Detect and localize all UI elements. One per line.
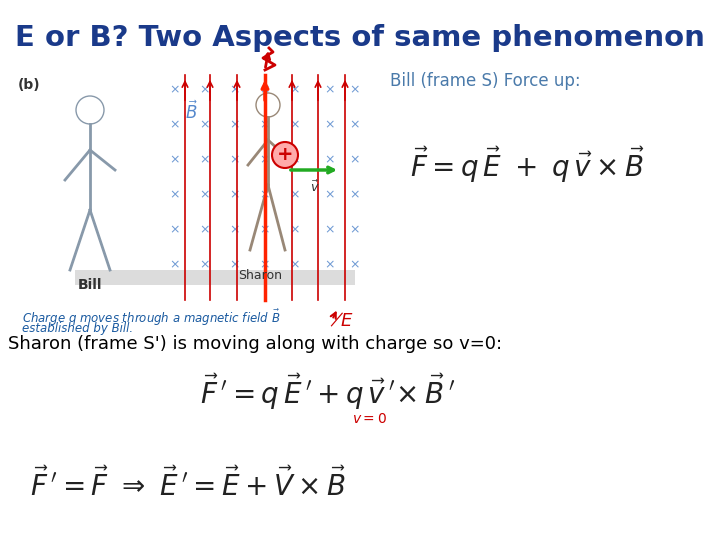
Text: ×: × [230, 188, 240, 201]
Text: ×: × [230, 224, 240, 237]
Text: Sharon (frame S') is moving along with charge so v=0:: Sharon (frame S') is moving along with c… [8, 335, 502, 353]
Text: ×: × [199, 118, 210, 132]
Text: $\vec{B}$: $\vec{B}$ [185, 101, 199, 123]
Text: ×: × [350, 188, 360, 201]
Text: ×: × [170, 224, 180, 237]
Circle shape [272, 142, 298, 168]
Text: ×: × [350, 224, 360, 237]
Text: ×: × [230, 259, 240, 272]
Text: ×: × [260, 84, 270, 97]
Text: $\vec{v}$: $\vec{v}$ [310, 180, 320, 195]
Text: ×: × [199, 188, 210, 201]
Text: ×: × [325, 259, 336, 272]
Text: ×: × [170, 259, 180, 272]
Text: ×: × [170, 118, 180, 132]
Text: ×: × [170, 84, 180, 97]
Text: ×: × [199, 224, 210, 237]
Text: $\vec{F}\,' = \vec{F}\ \Rightarrow\ \vec{E}\,' = \vec{E} + \vec{V}\times\vec{B}$: $\vec{F}\,' = \vec{F}\ \Rightarrow\ \vec… [30, 468, 346, 502]
Text: ×: × [199, 84, 210, 97]
Text: ×: × [230, 153, 240, 166]
Text: ×: × [289, 224, 300, 237]
Text: $\vec{F} = q\,\vec{E}\ +\ q\,\vec{v}\times\vec{B}$: $\vec{F} = q\,\vec{E}\ +\ q\,\vec{v}\tim… [410, 145, 644, 185]
Text: ×: × [289, 259, 300, 272]
Text: ×: × [260, 118, 270, 132]
Text: $v=0$: $v=0$ [353, 412, 387, 426]
Text: ×: × [260, 224, 270, 237]
Text: ×: × [289, 84, 300, 97]
Text: ×: × [260, 259, 270, 272]
Text: Bill: Bill [78, 278, 102, 292]
Text: Sharon: Sharon [238, 269, 282, 282]
Text: ×: × [230, 84, 240, 97]
Text: ×: × [289, 188, 300, 201]
Text: ×: × [325, 224, 336, 237]
Text: ×: × [325, 153, 336, 166]
Text: ×: × [350, 118, 360, 132]
Text: ×: × [260, 153, 270, 166]
Polygon shape [75, 270, 355, 285]
Text: established by Bill.: established by Bill. [22, 322, 133, 335]
Text: ×: × [350, 84, 360, 97]
Text: E or B? Two Aspects of same phenomenon: E or B? Two Aspects of same phenomenon [15, 24, 705, 52]
Text: ×: × [289, 153, 300, 166]
Text: (b): (b) [18, 78, 40, 92]
Text: Bill (frame S) Force up:: Bill (frame S) Force up: [390, 72, 580, 90]
Text: ×: × [170, 153, 180, 166]
Text: +: + [276, 145, 293, 165]
Text: $\not\!E$: $\not\!E$ [330, 312, 354, 330]
Text: Charge $q$ moves through a magnetic field $\vec{B}$: Charge $q$ moves through a magnetic fiel… [22, 308, 280, 328]
Text: ×: × [325, 84, 336, 97]
Text: $\vec{F}\,' = q\,\vec{E}\,' + q\,\vec{v}\,'\!\times\vec{B}\,'$: $\vec{F}\,' = q\,\vec{E}\,' + q\,\vec{v}… [200, 372, 456, 412]
Text: ×: × [199, 259, 210, 272]
Text: ×: × [289, 118, 300, 132]
Text: ×: × [230, 118, 240, 132]
Text: ×: × [170, 188, 180, 201]
Text: ×: × [350, 259, 360, 272]
Text: ×: × [260, 188, 270, 201]
Text: ×: × [199, 153, 210, 166]
Text: ×: × [350, 153, 360, 166]
Text: ×: × [325, 188, 336, 201]
Text: ×: × [325, 118, 336, 132]
